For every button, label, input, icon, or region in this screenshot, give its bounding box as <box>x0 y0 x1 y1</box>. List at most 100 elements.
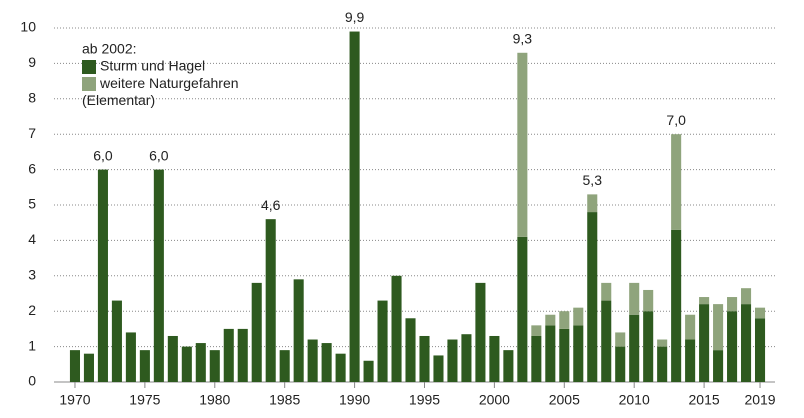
bar <box>727 311 738 382</box>
bar <box>727 297 738 312</box>
bar <box>545 325 556 382</box>
bar <box>461 334 472 382</box>
x-tick-label: 1970 <box>59 392 90 408</box>
bar <box>363 360 374 382</box>
data-label: 4,6 <box>261 197 281 213</box>
bar <box>754 307 766 319</box>
bar <box>699 297 710 305</box>
bar <box>391 275 402 382</box>
bar <box>405 318 416 382</box>
bar <box>573 307 584 326</box>
bar <box>433 355 444 382</box>
bar <box>265 219 276 382</box>
bar <box>601 300 612 382</box>
y-tick-label: 6 <box>28 160 36 176</box>
legend-label: Sturm und Hagel <box>100 58 205 74</box>
y-tick-label: 5 <box>28 196 36 212</box>
bar <box>713 304 724 351</box>
bar <box>153 169 164 382</box>
bar <box>237 328 248 382</box>
bar <box>223 328 234 382</box>
bar <box>209 350 220 382</box>
bar <box>573 325 584 382</box>
bar <box>517 236 528 382</box>
data-label: 9,9 <box>345 9 365 25</box>
x-tick-label: 1975 <box>129 392 160 408</box>
bar <box>643 311 654 382</box>
bar <box>629 314 640 382</box>
y-tick-label: 7 <box>28 125 36 141</box>
bar <box>601 282 612 301</box>
bar <box>545 314 556 326</box>
bar <box>685 314 696 340</box>
y-tick-label: 10 <box>20 19 36 35</box>
x-tick-label: 1980 <box>199 392 230 408</box>
bar <box>447 339 458 382</box>
bar <box>489 335 500 382</box>
bar <box>685 339 696 382</box>
y-tick-label: 2 <box>28 302 36 318</box>
bar <box>139 350 150 382</box>
bar <box>503 350 514 382</box>
legend-title: ab 2002: <box>82 41 137 57</box>
bar <box>167 335 178 382</box>
bar <box>181 346 192 382</box>
bar <box>377 300 388 382</box>
bar <box>671 134 682 230</box>
bar <box>615 332 626 347</box>
bar <box>587 212 598 382</box>
bar <box>293 279 304 382</box>
bar <box>741 288 752 305</box>
x-tick-label: 1990 <box>339 392 370 408</box>
y-tick-label: 4 <box>28 231 36 247</box>
legend-swatch <box>82 77 96 91</box>
y-tick-label: 3 <box>28 267 36 283</box>
bar <box>615 346 626 382</box>
bar <box>657 339 668 347</box>
bar <box>754 318 766 382</box>
bar <box>69 350 81 382</box>
bar <box>321 343 332 382</box>
legend-label: weitere Naturgefahren (Elementar) <box>82 75 239 108</box>
bar <box>657 346 668 382</box>
bar <box>671 229 682 382</box>
bar <box>559 328 570 382</box>
x-tick-label: 1995 <box>409 392 440 408</box>
bar <box>475 282 486 382</box>
bar <box>531 335 542 382</box>
bar <box>349 31 360 382</box>
x-tick-label: 2000 <box>479 392 510 408</box>
x-tick-label: 2015 <box>689 392 720 408</box>
x-tick-label: 2005 <box>549 392 580 408</box>
x-tick-label: 1985 <box>269 392 300 408</box>
bar <box>699 304 710 382</box>
y-tick-label: 0 <box>28 373 36 389</box>
data-label: 6,0 <box>149 147 169 163</box>
bar <box>713 350 724 382</box>
data-label: 5,3 <box>583 172 603 188</box>
y-tick-label: 9 <box>28 54 36 70</box>
x-tick-label: 2010 <box>619 392 650 408</box>
bar <box>559 311 570 329</box>
bar <box>531 325 542 336</box>
y-tick-label: 1 <box>28 337 36 353</box>
bar <box>111 300 122 382</box>
bar <box>643 289 654 312</box>
bar <box>307 339 318 382</box>
bar <box>629 282 640 315</box>
bar <box>125 332 136 382</box>
bar <box>83 353 94 382</box>
bar <box>279 350 290 382</box>
bar <box>741 304 752 382</box>
data-label: 6,0 <box>93 147 113 163</box>
legend-swatch <box>82 60 96 74</box>
bar <box>587 194 598 213</box>
bar <box>335 353 346 382</box>
bar <box>419 335 430 382</box>
data-label: 7,0 <box>666 112 686 128</box>
y-tick-label: 8 <box>28 90 36 106</box>
bar <box>97 169 108 382</box>
bar <box>251 282 262 382</box>
data-label: 9,3 <box>513 30 533 46</box>
